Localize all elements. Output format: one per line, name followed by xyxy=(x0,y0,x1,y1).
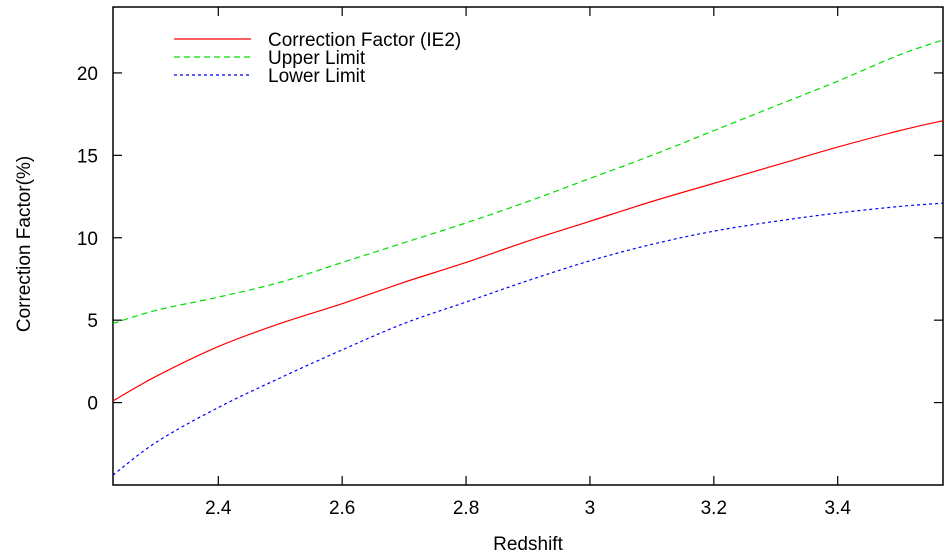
legend-label-3: Lower Limit xyxy=(268,66,366,87)
series-lines xyxy=(113,39,943,476)
y-tick-label: 5 xyxy=(87,311,98,332)
tick-labels: 2.4 2.6 2.8 3 3.2 3.4 0 5 10 15 20 xyxy=(77,64,851,519)
legend: Correction Factor (IE2)Upper LimitLower … xyxy=(174,30,461,87)
y-tick-label: 0 xyxy=(87,394,98,415)
series-line-2 xyxy=(113,39,943,325)
plot-frame xyxy=(112,6,944,486)
y-tick-label: 10 xyxy=(77,229,98,250)
x-tick-label: 2.8 xyxy=(453,498,479,519)
x-tick-label: 3 xyxy=(585,498,596,519)
legend-label-2: Upper Limit xyxy=(268,48,366,69)
series-line-1 xyxy=(113,120,943,402)
y-tick-label: 15 xyxy=(77,146,98,167)
x-axis-label: Redshift xyxy=(493,534,563,555)
x-tick-label: 2.6 xyxy=(329,498,355,519)
x-tick-label: 2.4 xyxy=(205,498,232,519)
x-tick-label: 3.4 xyxy=(824,498,851,519)
y-tick-label: 20 xyxy=(77,64,98,85)
legend-label-1: Correction Factor (IE2) xyxy=(268,30,461,51)
x-tick-label: 3.2 xyxy=(701,498,727,519)
plot-border xyxy=(112,6,944,486)
series-line-3 xyxy=(113,202,943,476)
axis-ticks xyxy=(113,7,943,485)
y-axis-label: Correction Factor(%) xyxy=(14,156,35,332)
